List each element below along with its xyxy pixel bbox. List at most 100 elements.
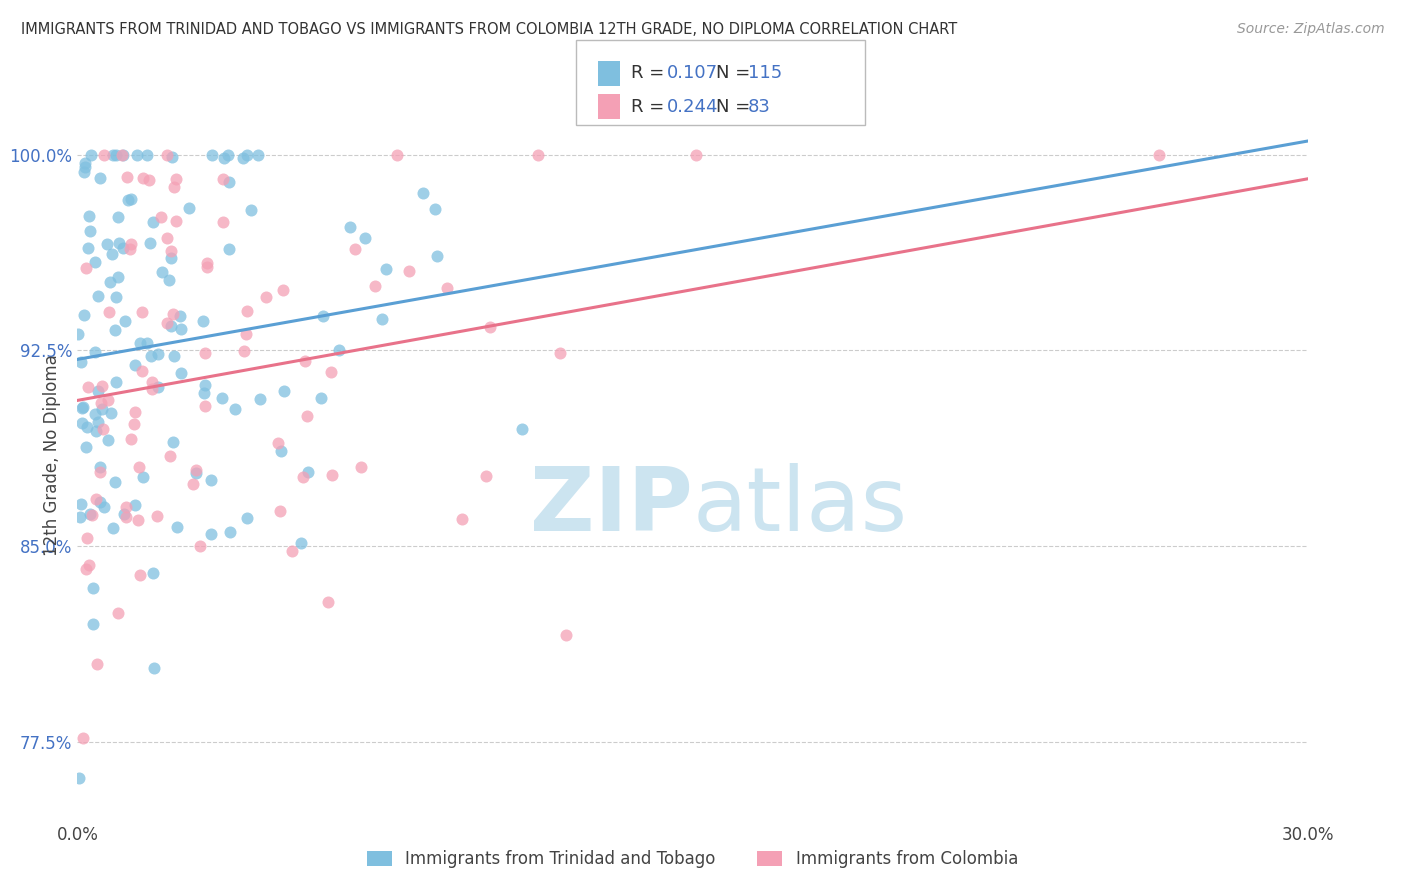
- Point: [150, 210, 173, 224]
- Point: [294, 354, 316, 368]
- Point: [128, 335, 150, 350]
- Point: [86, 657, 108, 671]
- Point: [311, 391, 333, 405]
- Point: [142, 661, 165, 675]
- Point: [75, 156, 97, 170]
- Point: [193, 386, 215, 401]
- Point: [291, 470, 314, 484]
- Text: N =: N =: [716, 64, 755, 82]
- Point: [98, 276, 121, 290]
- Point: [107, 236, 129, 251]
- Point: [169, 310, 191, 324]
- Point: [124, 358, 146, 372]
- Point: [412, 186, 434, 201]
- Point: [316, 595, 339, 609]
- Point: [111, 147, 134, 161]
- Point: [195, 256, 218, 270]
- Point: [136, 335, 159, 350]
- Point: [76, 241, 98, 255]
- Text: atlas: atlas: [693, 463, 908, 549]
- Point: [77, 380, 100, 394]
- Point: [319, 365, 342, 379]
- Text: 115: 115: [748, 64, 782, 82]
- Point: [122, 417, 145, 431]
- Point: [200, 474, 222, 488]
- Point: [66, 326, 89, 341]
- Point: [548, 346, 571, 360]
- Point: [219, 524, 242, 539]
- Point: [233, 343, 256, 358]
- Point: [159, 251, 181, 265]
- Point: [139, 235, 162, 250]
- Point: [160, 244, 183, 259]
- Point: [105, 375, 128, 389]
- Point: [162, 307, 184, 321]
- Point: [160, 150, 183, 164]
- Point: [247, 147, 270, 161]
- Text: 0.107: 0.107: [666, 64, 717, 82]
- Point: [115, 510, 138, 524]
- Point: [111, 147, 134, 161]
- Point: [194, 377, 217, 392]
- Point: [297, 465, 319, 479]
- Point: [121, 192, 143, 206]
- Point: [120, 237, 142, 252]
- Point: [1147, 147, 1170, 161]
- Point: [79, 224, 101, 238]
- Point: [76, 531, 98, 545]
- Point: [224, 402, 246, 417]
- Point: [89, 170, 111, 185]
- Point: [166, 519, 188, 533]
- Point: [478, 320, 501, 334]
- Point: [86, 424, 108, 438]
- Point: [131, 364, 153, 378]
- Point: [93, 147, 115, 161]
- Point: [73, 165, 96, 179]
- Text: R =: R =: [631, 64, 671, 82]
- Point: [218, 242, 240, 256]
- Point: [124, 498, 146, 512]
- Point: [104, 147, 127, 161]
- Point: [129, 567, 152, 582]
- Point: [425, 202, 447, 217]
- Point: [163, 349, 186, 363]
- Point: [83, 255, 105, 269]
- Point: [89, 494, 111, 508]
- Point: [115, 170, 138, 185]
- Point: [232, 151, 254, 165]
- Point: [141, 349, 163, 363]
- Point: [111, 241, 134, 255]
- Point: [354, 231, 377, 245]
- Point: [90, 402, 112, 417]
- Text: ZIP: ZIP: [530, 463, 693, 549]
- Point: [97, 433, 120, 447]
- Point: [76, 420, 98, 434]
- Point: [218, 175, 240, 189]
- Point: [104, 290, 127, 304]
- Point: [75, 440, 97, 454]
- Text: 0.244: 0.244: [666, 98, 718, 116]
- Point: [75, 561, 97, 575]
- Point: [270, 443, 292, 458]
- Point: [170, 322, 193, 336]
- Point: [177, 201, 200, 215]
- Point: [79, 147, 101, 161]
- Point: [101, 521, 124, 535]
- Point: [156, 231, 179, 245]
- Point: [84, 344, 107, 359]
- Point: [100, 406, 122, 420]
- Point: [339, 219, 361, 234]
- Point: [150, 265, 173, 279]
- Text: N =: N =: [716, 98, 755, 116]
- Point: [79, 507, 101, 521]
- Point: [132, 470, 155, 484]
- Point: [69, 771, 91, 785]
- Point: [142, 215, 165, 229]
- Point: [312, 309, 335, 323]
- Point: [146, 508, 169, 523]
- Point: [142, 566, 165, 580]
- Point: [70, 416, 93, 430]
- Point: [107, 606, 129, 620]
- Point: [374, 262, 396, 277]
- Point: [184, 466, 207, 480]
